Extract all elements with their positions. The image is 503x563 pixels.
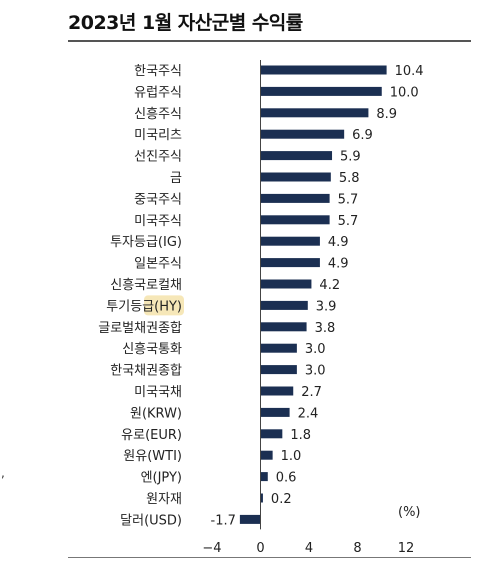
value-label: 5.8 <box>339 171 360 186</box>
bar <box>260 386 294 396</box>
category-label: 일본주식 <box>134 257 182 272</box>
value-label: 2.4 <box>298 406 319 421</box>
x-tick-label: 12 <box>398 541 415 556</box>
bar <box>260 151 333 161</box>
category-label: 신흥주식 <box>134 107 182 122</box>
category-label: 한국주식 <box>134 64 182 79</box>
bar <box>239 514 261 524</box>
category-label: 원유(WTI) <box>123 449 182 464</box>
x-tick-label: 8 <box>353 541 361 556</box>
category-label: 원(KRW) <box>130 406 182 421</box>
value-label: 4.9 <box>328 257 349 272</box>
x-tick-label: −4 <box>202 541 221 556</box>
value-label: 10.0 <box>390 85 419 100</box>
category-label: 신흥국로컬채 <box>110 278 182 293</box>
value-label: 4.9 <box>328 235 349 250</box>
category-label-highlight <box>144 295 184 316</box>
bar <box>260 86 382 96</box>
category-label: 글로벌채권종합 <box>98 321 182 336</box>
category-label: 미국주식 <box>134 214 182 229</box>
x-tick-label: 0 <box>256 541 264 556</box>
chart-title: 2023년 1월 자산군별 수익률 <box>68 12 303 34</box>
bar <box>260 215 330 225</box>
value-label: -1.7 <box>211 513 236 528</box>
x-tick-label: 4 <box>305 541 313 556</box>
value-label: 1.8 <box>290 428 311 443</box>
unit-label: (%) <box>398 505 421 520</box>
value-label: 1.0 <box>281 449 302 464</box>
category-label: 투기등급(HY) <box>106 299 182 314</box>
value-label: 5.7 <box>338 192 359 207</box>
value-label: 8.9 <box>376 107 397 122</box>
bottom-rule <box>68 557 471 558</box>
bar <box>260 193 330 203</box>
bar <box>260 450 273 460</box>
bar <box>260 493 263 503</box>
bar <box>260 472 268 482</box>
value-label: 10.4 <box>395 64 424 79</box>
bar <box>260 365 297 375</box>
bar <box>260 343 297 353</box>
category-label: 미국리츠 <box>134 128 182 143</box>
category-label: 투자등급(IG) <box>110 235 182 250</box>
bar <box>260 172 331 182</box>
value-label: 5.9 <box>340 150 361 165</box>
value-label: 3.0 <box>305 342 326 357</box>
category-label: 한국채권종합 <box>110 364 182 379</box>
value-label: 3.9 <box>316 299 337 314</box>
value-label: 0.6 <box>276 471 297 486</box>
value-label: 4.2 <box>319 278 340 293</box>
value-label: 3.0 <box>305 364 326 379</box>
category-label: 엔(JPY) <box>141 471 182 486</box>
category-label: 유럽주식 <box>134 85 182 100</box>
category-label: 미국국채 <box>134 385 182 400</box>
value-label: 0.2 <box>271 492 292 507</box>
bar <box>260 236 320 246</box>
category-label: 중국주식 <box>134 192 182 207</box>
stray-mark: , <box>1 466 5 480</box>
category-label: 신흥국통화 <box>122 342 182 357</box>
bar <box>260 322 307 332</box>
category-label: 달러(USD) <box>120 513 182 528</box>
value-label: 3.8 <box>315 321 336 336</box>
bar <box>260 258 320 268</box>
value-label: 2.7 <box>301 385 322 400</box>
category-label: 선진주식 <box>134 150 182 165</box>
category-label: 금 <box>170 171 182 186</box>
title-rule <box>68 40 471 42</box>
bar <box>260 407 290 417</box>
category-label: 유로(EUR) <box>121 428 182 443</box>
bar <box>260 300 308 310</box>
category-label: 원자재 <box>146 492 182 507</box>
bar <box>260 65 387 75</box>
bar <box>260 429 283 439</box>
bar <box>260 129 345 139</box>
value-label: 6.9 <box>352 128 373 143</box>
bar <box>260 108 369 118</box>
value-label: 5.7 <box>338 214 359 229</box>
bar <box>260 279 312 289</box>
